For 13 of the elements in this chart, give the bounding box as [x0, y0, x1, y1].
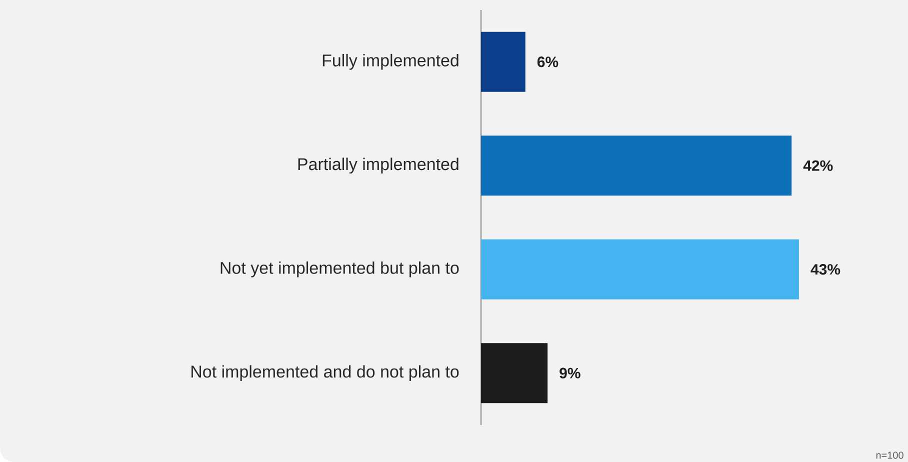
- bar: [481, 32, 526, 92]
- data-label: 9%: [560, 368, 580, 378]
- bar: [481, 343, 548, 404]
- y-tick-label: Not yet implemented but plan to: [220, 261, 459, 278]
- y-tick-label: Partially implemented: [298, 158, 458, 174]
- y-tick-label: Fully implemented: [322, 54, 458, 70]
- data-label: 6%: [537, 56, 558, 68]
- data-label: 42%: [803, 160, 833, 171]
- data-label: 43%: [810, 264, 840, 275]
- bar: [481, 239, 799, 300]
- text: n=100: [876, 452, 904, 459]
- bar: [481, 136, 792, 196]
- y-tick-label: Not implemented and do not plan to: [192, 365, 459, 382]
